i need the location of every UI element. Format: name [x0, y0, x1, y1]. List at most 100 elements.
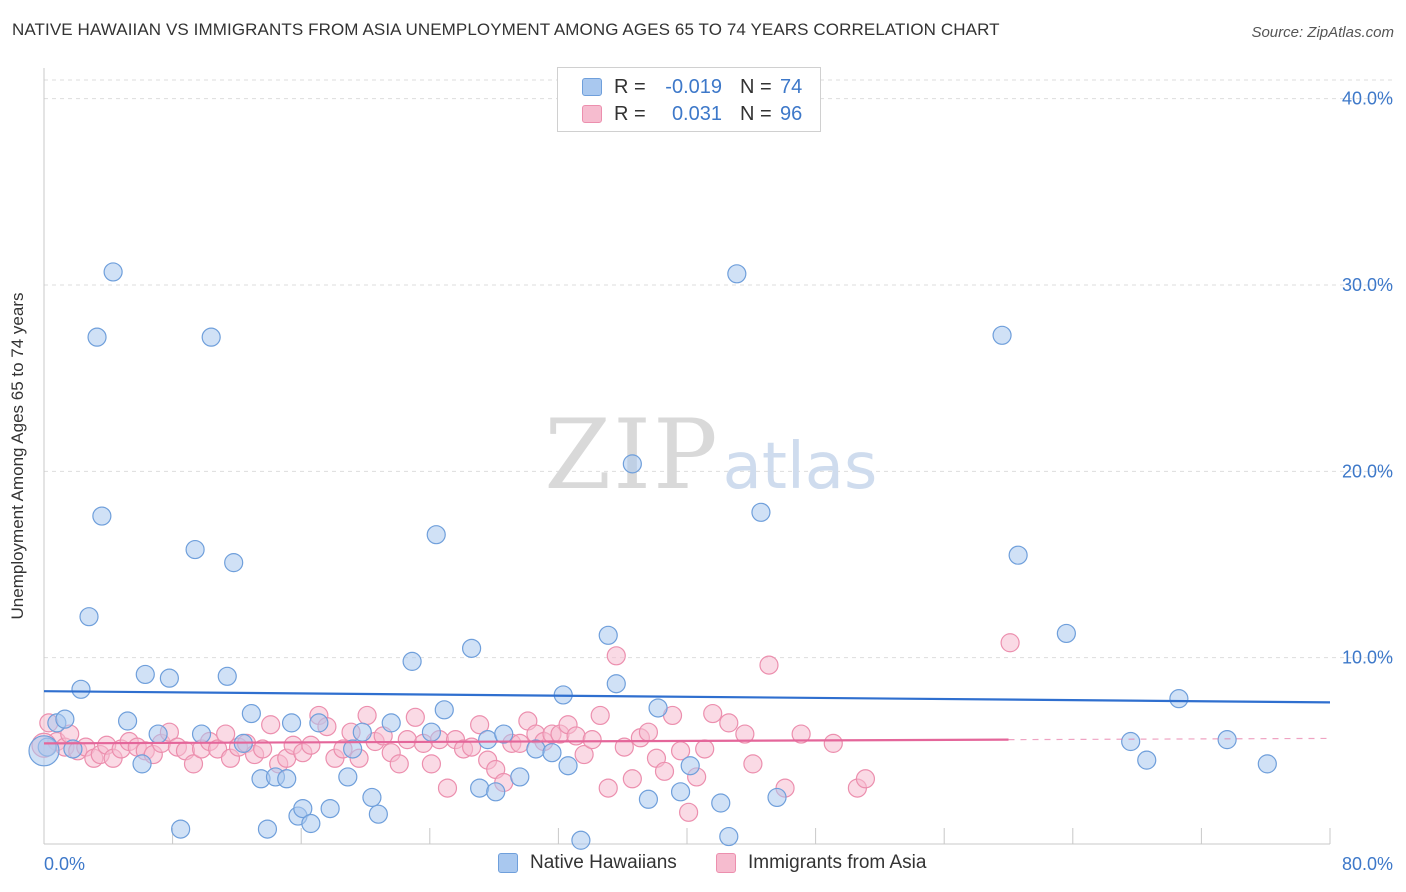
native-hawaiians-point[interactable] — [526, 739, 546, 759]
native-hawaiians-point[interactable] — [241, 703, 261, 724]
native-hawaiians-point[interactable] — [638, 789, 659, 809]
immigrants-from-asia-point[interactable] — [261, 715, 281, 735]
native-hawaiians-point[interactable] — [135, 664, 155, 685]
native-hawaiians-point[interactable] — [1217, 730, 1237, 750]
immigrants-from-asia-point[interactable] — [253, 739, 273, 759]
immigrants-from-asia-point[interactable] — [759, 655, 779, 675]
native-hawaiians-point[interactable] — [1056, 623, 1076, 644]
native-hawaiians-point[interactable] — [571, 830, 591, 850]
native-hawaiians-point[interactable] — [648, 698, 668, 718]
native-hawaiians-point[interactable] — [338, 767, 358, 787]
native-hawaiians-point[interactable] — [55, 709, 75, 729]
native-hawaiians-point[interactable] — [281, 713, 302, 733]
native-hawaiians-point[interactable] — [201, 327, 221, 347]
native-hawaiians-point[interactable] — [470, 778, 490, 798]
native-hawaiians-point[interactable] — [185, 539, 205, 560]
native-hawaiians-point[interactable] — [301, 813, 321, 834]
immigrants-from-asia-point[interactable] — [743, 754, 763, 774]
immigrants-from-asia-point[interactable] — [855, 769, 876, 789]
immigrants-from-asia-point[interactable] — [437, 778, 458, 798]
native-hawaiians-point[interactable] — [606, 674, 626, 694]
native-hawaiians-point[interactable] — [148, 724, 168, 744]
immigrants-from-asia-point[interactable] — [357, 705, 377, 726]
native-hawaiians-point[interactable] — [309, 713, 329, 733]
immigrants-from-asia-point[interactable] — [598, 778, 618, 798]
native-hawaiians-point[interactable] — [461, 638, 482, 658]
immigrants-from-asia-point[interactable] — [574, 744, 594, 765]
native-hawaiians-point[interactable] — [727, 264, 747, 284]
immigrants-from-asia-point[interactable] — [582, 730, 602, 750]
native-hawaiians-point[interactable] — [171, 819, 191, 839]
native-hawaiians-point[interactable] — [71, 679, 91, 699]
native-hawaiians-point[interactable] — [343, 739, 363, 759]
immigrants-from-asia-point[interactable] — [1000, 633, 1020, 653]
immigrants-from-asia-point[interactable] — [208, 739, 228, 759]
native-hawaiians-point[interactable] — [992, 325, 1012, 345]
native-hawaiians-point[interactable] — [1121, 731, 1141, 752]
legend-item-immigrants-from-asia[interactable]: Immigrants from Asia — [716, 852, 926, 874]
native-hawaiians-point[interactable] — [117, 711, 138, 731]
native-hawaiians-point[interactable] — [711, 793, 731, 813]
native-hawaiians-point[interactable] — [224, 553, 244, 573]
native-hawaiians-point[interactable] — [598, 625, 618, 645]
immigrants-from-asia-point[interactable] — [703, 703, 723, 724]
native-hawaiians-point[interactable] — [79, 607, 99, 627]
native-hawaiians-point[interactable] — [478, 730, 498, 750]
immigrants-from-asia-point[interactable] — [590, 705, 610, 726]
native-hawaiians-point[interactable] — [87, 327, 107, 347]
native-hawaiians-point[interactable] — [751, 502, 771, 522]
immigrants-from-asia-point[interactable] — [638, 722, 659, 742]
immigrants-from-asia-point[interactable] — [719, 713, 739, 733]
native-hawaiians-point[interactable] — [1008, 545, 1028, 565]
immigrants-from-asia-point[interactable] — [614, 737, 634, 757]
immigrants-from-asia-point[interactable] — [397, 730, 417, 750]
immigrants-from-asia-point[interactable] — [735, 724, 755, 744]
native-hawaiians-point[interactable] — [1169, 689, 1189, 709]
native-hawaiians-point[interactable] — [368, 804, 388, 824]
immigrants-from-asia-point[interactable] — [405, 707, 425, 727]
native-hawaiians-point[interactable] — [767, 787, 787, 808]
native-hawaiians-point[interactable] — [622, 454, 642, 474]
native-hawaiians-point[interactable] — [277, 769, 297, 789]
immigrants-from-asia-point[interactable] — [301, 735, 321, 755]
native-hawaiians-point[interactable] — [28, 735, 60, 767]
native-hawaiians-point[interactable] — [320, 798, 340, 819]
native-hawaiians-point[interactable] — [434, 700, 454, 720]
native-hawaiians-point[interactable] — [362, 787, 382, 808]
native-hawaiians-point[interactable] — [719, 826, 739, 847]
immigrants-from-asia-point[interactable] — [421, 754, 442, 774]
immigrants-from-asia-point[interactable] — [823, 733, 843, 753]
immigrants-from-asia-point[interactable] — [791, 724, 811, 744]
native-hawaiians-point[interactable] — [92, 506, 112, 526]
native-hawaiians-point[interactable] — [486, 782, 506, 802]
immigrants-from-asia-point[interactable] — [183, 754, 204, 774]
native-hawaiians-point[interactable] — [217, 666, 237, 686]
native-hawaiians-point[interactable] — [402, 651, 422, 671]
native-hawaiians-point[interactable] — [670, 782, 691, 802]
native-hawaiians-point[interactable] — [494, 724, 514, 744]
native-hawaiians-point[interactable] — [680, 756, 700, 776]
immigrants-from-asia-point[interactable] — [606, 646, 626, 666]
native-hawaiians-point[interactable] — [426, 525, 446, 545]
native-hawaiians-point[interactable] — [191, 724, 212, 744]
native-hawaiians-point[interactable] — [132, 754, 152, 774]
immigrants-from-asia-point[interactable] — [622, 769, 642, 789]
native-hawaiians-point[interactable] — [159, 668, 179, 688]
immigrants-from-asia-point[interactable] — [389, 754, 409, 774]
native-hawaiians-point[interactable] — [1257, 754, 1277, 774]
immigrants-from-asia-point[interactable] — [654, 761, 675, 781]
immigrants-from-asia-point[interactable] — [510, 733, 530, 753]
native-hawaiians-point[interactable] — [63, 739, 83, 759]
native-hawaiians-point[interactable] — [421, 722, 442, 742]
native-hawaiians-point[interactable] — [103, 262, 123, 282]
native-hawaiians-point[interactable] — [381, 713, 401, 733]
native-hawaiians-point[interactable] — [352, 722, 372, 742]
native-hawaiians-point[interactable] — [558, 756, 578, 776]
immigrants-from-asia-point[interactable] — [470, 715, 490, 735]
native-hawaiians-point[interactable] — [1137, 750, 1157, 770]
native-hawaiians-point[interactable] — [542, 743, 562, 763]
immigrants-from-asia-point[interactable] — [679, 802, 699, 822]
native-hawaiians-point[interactable] — [257, 819, 278, 839]
native-hawaiians-point[interactable] — [510, 767, 530, 787]
native-hawaiians-point[interactable] — [293, 798, 313, 819]
